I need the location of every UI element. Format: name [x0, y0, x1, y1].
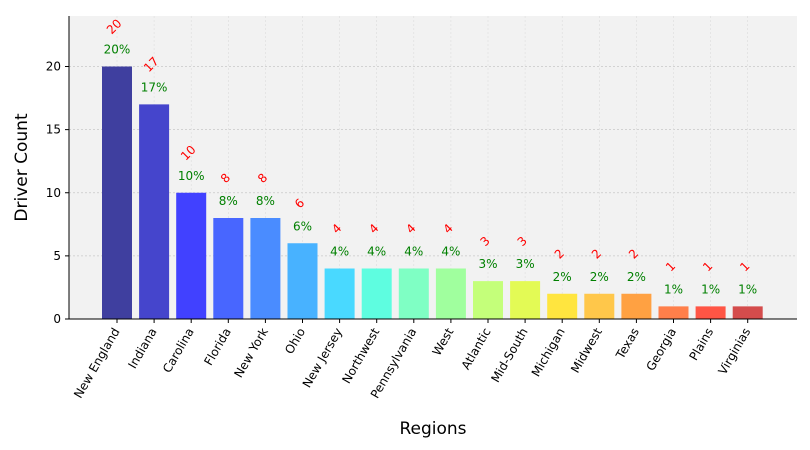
bar [324, 268, 355, 319]
bar [287, 243, 318, 319]
bar [361, 268, 392, 319]
percent-label: 17% [141, 80, 168, 94]
x-tick-label: Virginias [715, 326, 753, 378]
bar [547, 293, 578, 319]
x-tick-label: Plains [687, 326, 717, 363]
bar [398, 268, 429, 319]
percent-label: 1% [664, 282, 683, 296]
y-axis-ticks: 0 5 10 15 20 [46, 60, 69, 326]
bar [102, 66, 132, 319]
percent-label: 10% [178, 169, 205, 183]
x-tick-label: Ohio [282, 326, 308, 357]
bars [102, 66, 763, 319]
x-tick-label: New York [231, 325, 271, 380]
x-tick-label: Indiana [125, 326, 159, 371]
x-tick-label: West [430, 325, 457, 358]
percent-label: 8% [256, 194, 275, 208]
y-tick-label: 20 [46, 60, 61, 74]
percent-label: 3% [478, 257, 497, 271]
y-tick-label: 0 [53, 312, 61, 326]
bar [473, 281, 503, 319]
bar [176, 192, 207, 319]
x-tick-label: Florida [201, 326, 234, 368]
percent-label: 4% [330, 245, 349, 259]
bar [584, 293, 615, 319]
percent-label: 8% [219, 194, 238, 208]
y-axis-title: Driver Count [12, 113, 32, 222]
percent-label: 2% [553, 270, 572, 284]
percent-label: 20% [104, 43, 131, 57]
percent-label: 1% [738, 282, 757, 296]
x-tick-label: Georgia [643, 326, 679, 374]
x-tick-label: Michigan [529, 326, 568, 380]
bar [435, 268, 466, 319]
percent-label: 1% [701, 282, 720, 296]
x-tick-label: Texas [613, 326, 642, 363]
percent-label: 4% [441, 245, 460, 259]
x-tick-label: Northwest [339, 325, 382, 386]
percent-label: 6% [293, 219, 312, 233]
x-tick-label: Carolina [160, 326, 197, 376]
y-tick-label: 5 [53, 249, 61, 263]
percent-label: 2% [590, 270, 609, 284]
bar [658, 306, 689, 319]
bar [695, 306, 726, 319]
x-tick-label: New Jersey [300, 326, 345, 391]
x-axis-title: Regions [399, 419, 466, 439]
percent-label: 4% [404, 245, 423, 259]
x-tick-label: Midwest [568, 325, 605, 375]
x-tick-label: Atlantic [459, 326, 494, 373]
percent-label: 3% [516, 257, 535, 271]
y-tick-label: 15 [46, 123, 61, 137]
x-tick-label: New England [71, 326, 122, 401]
bar [732, 306, 763, 319]
bar [213, 218, 244, 319]
bar [139, 104, 170, 319]
x-tick-label: Mid-South [488, 326, 530, 385]
bar [510, 281, 541, 319]
percent-label: 2% [627, 270, 646, 284]
percent-label: 4% [367, 245, 386, 259]
bar [250, 218, 281, 319]
y-tick-label: 10 [46, 186, 61, 200]
bar [621, 293, 652, 319]
